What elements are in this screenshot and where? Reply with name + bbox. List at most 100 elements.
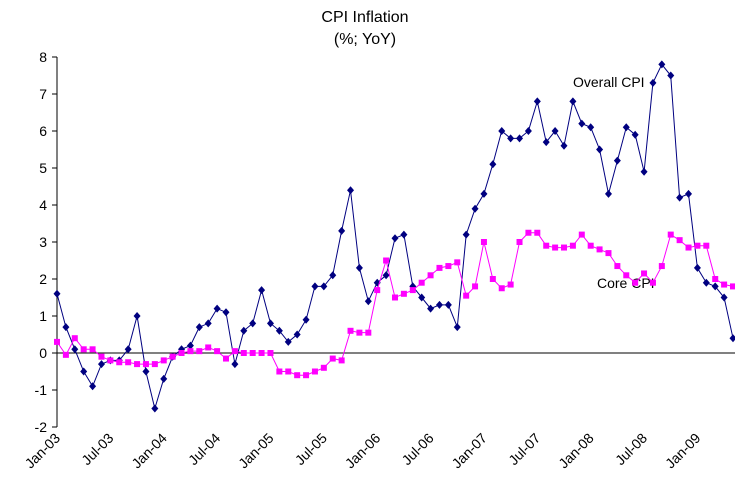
- point: [365, 297, 372, 305]
- point: [312, 369, 318, 375]
- point: [241, 350, 247, 356]
- y-tick-label: 0: [39, 345, 47, 361]
- point: [98, 360, 105, 368]
- point: [223, 356, 229, 362]
- point: [561, 245, 567, 251]
- point: [63, 352, 69, 358]
- point: [294, 331, 301, 339]
- point: [730, 283, 735, 289]
- point: [489, 160, 496, 168]
- x-tick-label: Jul-03: [78, 430, 116, 468]
- point: [508, 282, 514, 288]
- point: [525, 127, 532, 135]
- point: [445, 301, 452, 309]
- point: [641, 270, 647, 276]
- y-tick-label: 4: [39, 197, 47, 213]
- point: [303, 316, 310, 324]
- point: [80, 368, 87, 376]
- point: [445, 263, 451, 269]
- y-tick-label: -1: [35, 382, 48, 398]
- y-tick-label: 8: [39, 49, 47, 65]
- point: [596, 146, 603, 154]
- point: [498, 127, 505, 135]
- point: [677, 237, 683, 243]
- point: [587, 123, 594, 131]
- point: [428, 272, 434, 278]
- point: [321, 365, 327, 371]
- point: [454, 323, 461, 331]
- point: [401, 291, 407, 297]
- y-tick-label: 6: [39, 123, 47, 139]
- point: [400, 231, 407, 239]
- point: [569, 97, 576, 105]
- point: [623, 272, 629, 278]
- point: [54, 290, 61, 298]
- point: [730, 334, 735, 342]
- y-tick-label: 7: [39, 86, 47, 102]
- point: [383, 258, 389, 264]
- point: [649, 79, 656, 87]
- point: [694, 243, 700, 249]
- point: [116, 359, 122, 365]
- point: [330, 356, 336, 362]
- point: [712, 276, 718, 282]
- y-tick-label: 1: [39, 308, 47, 324]
- point: [659, 263, 665, 269]
- point: [454, 259, 460, 265]
- point: [632, 280, 638, 286]
- point: [294, 372, 300, 378]
- point: [142, 368, 149, 376]
- point: [480, 190, 487, 198]
- point: [285, 369, 291, 375]
- point: [72, 335, 78, 341]
- x-tick-label: Jan-06: [342, 430, 384, 472]
- point: [143, 361, 149, 367]
- point: [276, 369, 282, 375]
- chart-subtitle: (%; YoY): [334, 31, 396, 48]
- point: [339, 357, 345, 363]
- point: [62, 323, 69, 331]
- point: [232, 348, 238, 354]
- series-line: [57, 233, 733, 375]
- point: [134, 312, 141, 320]
- point: [374, 287, 380, 293]
- point: [534, 97, 541, 105]
- point: [223, 308, 230, 316]
- x-tick-label: Jul-07: [505, 430, 543, 468]
- y-tick-label: 3: [39, 234, 47, 250]
- point: [214, 305, 221, 313]
- point: [641, 168, 648, 176]
- point: [481, 239, 487, 245]
- point: [205, 344, 211, 350]
- point: [303, 372, 309, 378]
- series-annotation: Overall CPI: [573, 74, 645, 90]
- point: [356, 330, 362, 336]
- x-tick-label: Jan-07: [448, 430, 490, 472]
- point: [107, 357, 113, 363]
- point: [392, 234, 399, 242]
- point: [196, 323, 203, 331]
- point: [347, 186, 354, 194]
- point: [419, 280, 425, 286]
- point: [214, 348, 220, 354]
- point: [517, 239, 523, 245]
- point: [703, 243, 709, 249]
- point: [668, 232, 674, 238]
- point: [249, 319, 256, 327]
- point: [463, 293, 469, 299]
- point: [231, 360, 238, 368]
- point: [187, 348, 193, 354]
- point: [410, 287, 416, 293]
- point: [161, 357, 167, 363]
- point: [490, 276, 496, 282]
- point: [525, 230, 531, 236]
- point: [205, 319, 212, 327]
- x-tick-label: Jan-04: [128, 430, 170, 472]
- point: [125, 359, 131, 365]
- point: [552, 245, 558, 251]
- point: [579, 232, 585, 238]
- point: [507, 134, 514, 142]
- point: [721, 282, 727, 288]
- point: [614, 263, 620, 269]
- point: [89, 382, 96, 390]
